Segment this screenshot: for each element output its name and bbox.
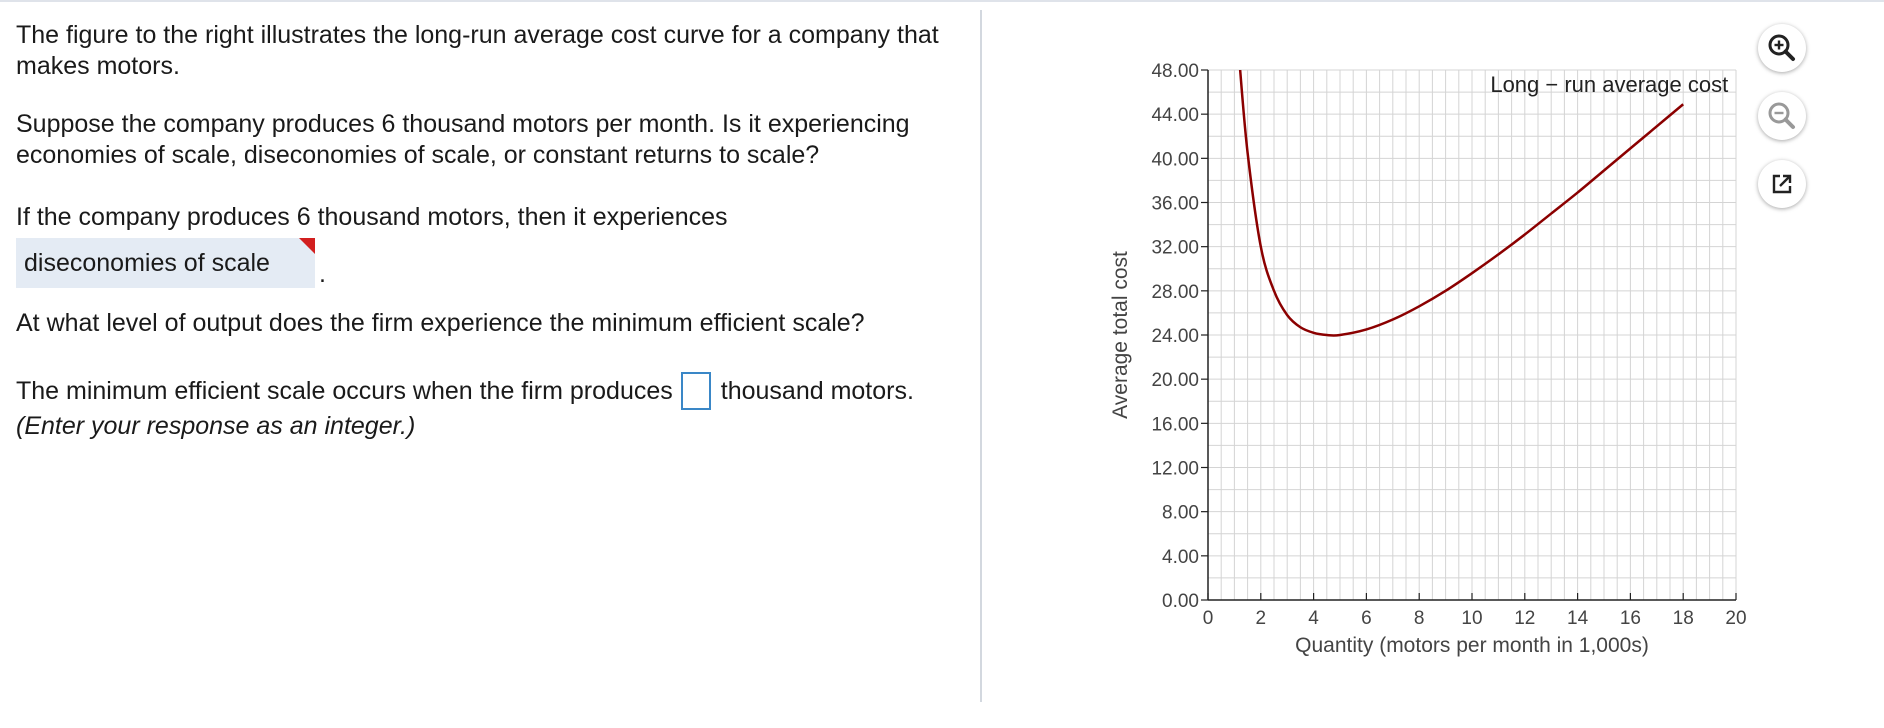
sentence-period: .	[319, 260, 326, 288]
y-tick-label: 32.00	[1151, 238, 1199, 259]
lrac-curve	[1238, 70, 1685, 337]
x-tick-label: 8	[1414, 608, 1425, 629]
x-tick-label: 20	[1725, 608, 1746, 629]
x-tick-label: 4	[1308, 608, 1319, 629]
y-tick-label: 8.00	[1162, 503, 1199, 524]
y-tick-label: 16.00	[1151, 414, 1199, 435]
y-tick-label: 28.00	[1151, 282, 1199, 303]
answer-row-2: The minimum efficient scale occurs when …	[16, 372, 914, 410]
y-tick-label: 24.00	[1151, 326, 1199, 347]
y-tick-label: 0.00	[1162, 591, 1199, 612]
x-tick-label: 6	[1361, 608, 1372, 629]
curve-label: Long − run average cost	[1490, 72, 1728, 97]
answer-dropdown[interactable]: diseconomies of scale	[16, 238, 315, 288]
y-tick-label: 36.00	[1151, 194, 1199, 215]
zoom-out-icon	[1768, 102, 1795, 129]
lrac-chart: 0.00 4.00 8.00 12.00 16.00 20.00 24.00 28.00 32.…	[1109, 61, 1747, 657]
mes-answer-input[interactable]	[680, 372, 711, 410]
y-tick-label: 4.00	[1162, 547, 1199, 568]
x-tick-label: 14	[1567, 608, 1589, 629]
x-tick-label: 18	[1673, 608, 1694, 629]
answer-stem-1: If the company produces 6 thousand motor…	[16, 203, 728, 231]
question-prompt-1: Suppose the company produces 6 thousand …	[16, 110, 910, 169]
x-tick-label: 0	[1203, 608, 1214, 629]
answer-stem-2-before: The minimum efficient scale occurs when …	[16, 376, 673, 405]
zoom-in-icon	[1768, 34, 1795, 61]
zoom-out-button[interactable]	[1758, 92, 1806, 140]
x-tick-label: 2	[1256, 608, 1267, 629]
y-tick-label: 20.00	[1151, 370, 1199, 391]
answer-stem-2-after: thousand motors.	[720, 376, 914, 405]
instruction-text: (Enter your response as an integer.)	[16, 412, 416, 440]
x-tick-label: 12	[1514, 608, 1535, 629]
answer-row-1: diseconomies of scale .	[16, 238, 326, 288]
y-tick-label: 44.00	[1151, 105, 1199, 126]
question-prompt-2: At what level of output does the firm ex…	[16, 309, 865, 337]
y-tick-label: 48.00	[1151, 61, 1199, 82]
panel-divider	[980, 10, 982, 702]
top-border	[0, 0, 1884, 2]
y-axis-label: Average total cost	[1109, 251, 1132, 419]
intro-text: The figure to the right illustrates the …	[16, 21, 939, 80]
popout-button[interactable]	[1758, 160, 1806, 208]
y-tick-label: 40.00	[1151, 149, 1199, 170]
x-tick-label: 10	[1461, 608, 1482, 629]
incorrect-flag-icon	[299, 238, 315, 254]
zoom-in-button[interactable]	[1758, 24, 1806, 72]
x-tick-label: 16	[1620, 608, 1641, 629]
x-axis-label: Quantity (motors per month in 1,000s)	[1295, 634, 1649, 657]
dropdown-selected-value: diseconomies of scale	[24, 248, 270, 277]
y-tick-label: 12.00	[1151, 459, 1199, 480]
popout-icon	[1772, 174, 1792, 194]
